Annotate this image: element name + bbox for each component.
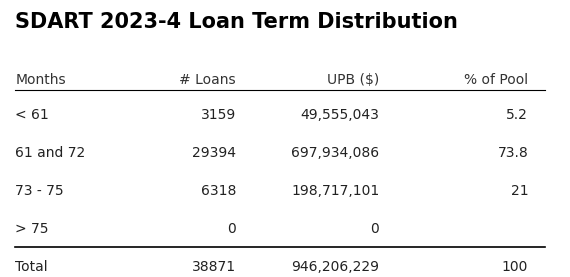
Text: 946,206,229: 946,206,229	[291, 260, 379, 274]
Text: UPB ($): UPB ($)	[327, 73, 379, 87]
Text: < 61: < 61	[15, 107, 49, 122]
Text: 61 and 72: 61 and 72	[15, 146, 86, 160]
Text: 49,555,043: 49,555,043	[300, 107, 379, 122]
Text: SDART 2023-4 Loan Term Distribution: SDART 2023-4 Loan Term Distribution	[15, 12, 458, 32]
Text: 5.2: 5.2	[506, 107, 528, 122]
Text: 3159: 3159	[201, 107, 236, 122]
Text: 6318: 6318	[201, 184, 236, 198]
Text: 29394: 29394	[192, 146, 236, 160]
Text: 697,934,086: 697,934,086	[291, 146, 379, 160]
Text: 198,717,101: 198,717,101	[291, 184, 379, 198]
Text: 73 - 75: 73 - 75	[15, 184, 64, 198]
Text: > 75: > 75	[15, 222, 48, 236]
Text: 0: 0	[227, 222, 236, 236]
Text: 21: 21	[511, 184, 528, 198]
Text: Total: Total	[15, 260, 48, 274]
Text: Months: Months	[15, 73, 66, 87]
Text: 38871: 38871	[192, 260, 236, 274]
Text: 73.8: 73.8	[498, 146, 528, 160]
Text: 100: 100	[502, 260, 528, 274]
Text: 0: 0	[370, 222, 379, 236]
Text: # Loans: # Loans	[179, 73, 236, 87]
Text: % of Pool: % of Pool	[464, 73, 528, 87]
